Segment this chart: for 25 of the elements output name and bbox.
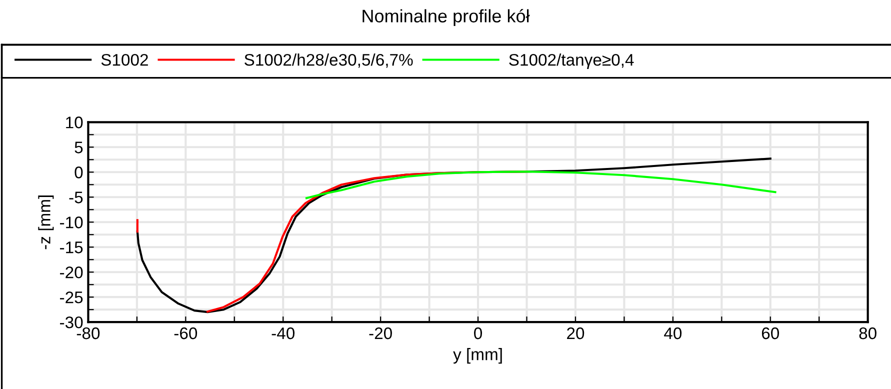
- y-axis-title: -z [mm]: [38, 196, 54, 250]
- x-tick-label: 60: [762, 327, 779, 340]
- y-tick-label: -10: [60, 216, 83, 228]
- x-tick-label: -40: [272, 327, 295, 340]
- line-series: [305, 170, 776, 200]
- y-tick-label: -5: [69, 192, 83, 204]
- x-tick-label: -20: [369, 327, 392, 340]
- y-tick-label: -30: [60, 316, 83, 328]
- x-tick-label: -60: [174, 327, 198, 340]
- legend-label: S1002: [101, 54, 148, 66]
- x-tick-label: 20: [567, 327, 584, 340]
- y-tick-label: 5: [74, 142, 83, 154]
- x-tick-label: 40: [664, 327, 682, 340]
- legend-label: S1002/h28/e30,5/6,7%: [244, 54, 413, 68]
- x-tick-label: 0: [474, 327, 482, 340]
- y-tick-label: 10: [66, 116, 83, 128]
- chart-title: Nominalne profile kół: [362, 8, 530, 26]
- y-tick-label: -25: [60, 292, 83, 304]
- x-tick-label: -80: [76, 327, 100, 340]
- legend-label: S1002/tanγe≥0,4: [509, 54, 634, 70]
- y-tick-label: -15: [60, 242, 83, 254]
- y-tick-label: 0: [74, 166, 83, 178]
- x-axis-title: y [mm]: [453, 348, 502, 364]
- x-tick-label: 80: [859, 327, 876, 340]
- y-tick-label: -20: [60, 266, 83, 278]
